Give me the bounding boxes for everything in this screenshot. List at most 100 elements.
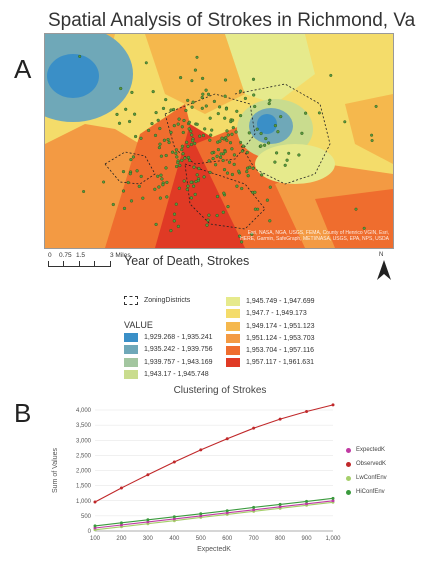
stroke-point (115, 112, 119, 116)
stroke-point (207, 159, 211, 163)
legend-swatch (226, 346, 240, 356)
zoning-district-boundary (234, 83, 331, 185)
stroke-point (172, 107, 176, 112)
stroke-point (144, 61, 148, 65)
stroke-point (180, 144, 184, 148)
stroke-point (200, 106, 204, 110)
x-tick-label: 400 (169, 536, 180, 542)
stroke-point (264, 136, 268, 141)
stroke-point (225, 171, 230, 175)
legend-class-0: 1,929.268 - 1,935.241 (124, 333, 213, 342)
scale-label-0: 0 (48, 252, 52, 259)
stroke-point (180, 125, 184, 129)
x-tick-label: 100 (90, 536, 101, 542)
stroke-point (190, 133, 194, 137)
stroke-point (153, 187, 157, 191)
stroke-point (193, 192, 197, 196)
stroke-point (154, 110, 158, 115)
stroke-point (187, 127, 191, 131)
y-tick-label: 2,000 (76, 469, 92, 475)
legend-class-5: 1,947.7 - 1,949.173 (226, 309, 315, 319)
stroke-point (141, 196, 145, 200)
stroke-point (247, 131, 251, 135)
stroke-point (176, 161, 180, 165)
stroke-point (195, 55, 199, 59)
interpolation-surface (45, 34, 393, 248)
stroke-point (150, 121, 154, 126)
scale-tick (110, 261, 111, 267)
stroke-point (208, 170, 212, 174)
stroke-point (126, 180, 130, 185)
stroke-point (121, 189, 126, 193)
legend-class-9: 1,957.117 - 1,961.631 (226, 358, 315, 368)
series-line-HiConfEnv (94, 497, 334, 527)
data-point-ObservedK (172, 460, 176, 464)
data-point-HiConfEnv (119, 521, 123, 525)
stroke-point (370, 133, 374, 137)
x-tick-label: 200 (116, 536, 127, 542)
stroke-point (239, 113, 243, 118)
data-point-HiConfEnv (199, 512, 203, 516)
legend-class-label: 1,935.242 - 1,939.756 (144, 346, 213, 354)
legend-title: Year of Death, Strokes (124, 254, 250, 268)
stroke-point (169, 229, 173, 233)
map-title: Spatial Analysis of Strokes in Richmond,… (48, 10, 416, 31)
stroke-point (297, 153, 301, 157)
stroke-point (193, 68, 197, 72)
stroke-point (230, 132, 234, 136)
scale-label-1: 0.75 (59, 252, 72, 259)
stroke-point (164, 166, 168, 170)
stroke-point (225, 138, 229, 142)
data-point-ObservedK (225, 437, 229, 441)
stroke-point (174, 202, 178, 206)
chart-legend-label: ExpectedK (356, 447, 386, 453)
stroke-point (216, 111, 220, 116)
stroke-point (159, 154, 163, 158)
stroke-point (231, 118, 235, 122)
stroke-point (181, 152, 185, 156)
stroke-point (245, 150, 249, 155)
data-point-ExpectedK (172, 517, 176, 521)
stroke-point (198, 134, 202, 138)
stroke-point (226, 205, 230, 209)
stroke-point (186, 184, 190, 188)
legend-swatch (124, 357, 138, 367)
stroke-point (283, 163, 287, 167)
stroke-point (221, 210, 225, 214)
stroke-point (362, 226, 366, 230)
series-line-ObservedK (94, 404, 334, 503)
stroke-point (191, 100, 195, 104)
stroke-point (137, 184, 141, 188)
data-point-ExpectedK (199, 514, 203, 518)
stroke-point (245, 170, 249, 174)
stroke-point (246, 174, 250, 178)
stroke-point (238, 89, 243, 93)
stroke-point (240, 149, 244, 153)
stroke-point (224, 107, 228, 111)
legend-class-label: 1,957.117 - 1,961.631 (246, 359, 314, 367)
stroke-point (238, 234, 242, 238)
stroke-point (177, 117, 181, 121)
scale-label-2: 1.5 (76, 252, 86, 259)
stroke-point (187, 120, 191, 124)
stroke-point (160, 177, 164, 181)
y-tick-label: 2,500 (76, 453, 92, 459)
legend-swatch (226, 333, 240, 343)
chart-legend-label: HiConfEnv (356, 489, 385, 495)
legend-class-label: 1,929.268 - 1,935.241 (144, 334, 213, 341)
zone-blue-core (47, 54, 99, 98)
zone-blue-center-core (257, 114, 277, 134)
series-line-LwConfEnv (94, 501, 334, 531)
stroke-point (227, 160, 232, 164)
stroke-point (133, 134, 138, 139)
data-point-ObservedK (119, 486, 123, 490)
legend-class-2: 1,939.757 - 1,943.169 (124, 357, 213, 367)
north-arrow: N (376, 252, 392, 282)
stroke-point (212, 99, 216, 103)
stroke-point (374, 104, 378, 108)
scale-bar: 0 0.75 1.5 3 Miles (48, 252, 168, 276)
stroke-point (135, 169, 139, 173)
stroke-point-cluster (78, 54, 378, 244)
map-frame[interactable]: Esri, NASA, NGA, USGS, FEMA, County of H… (44, 33, 394, 249)
stroke-point (279, 114, 283, 119)
